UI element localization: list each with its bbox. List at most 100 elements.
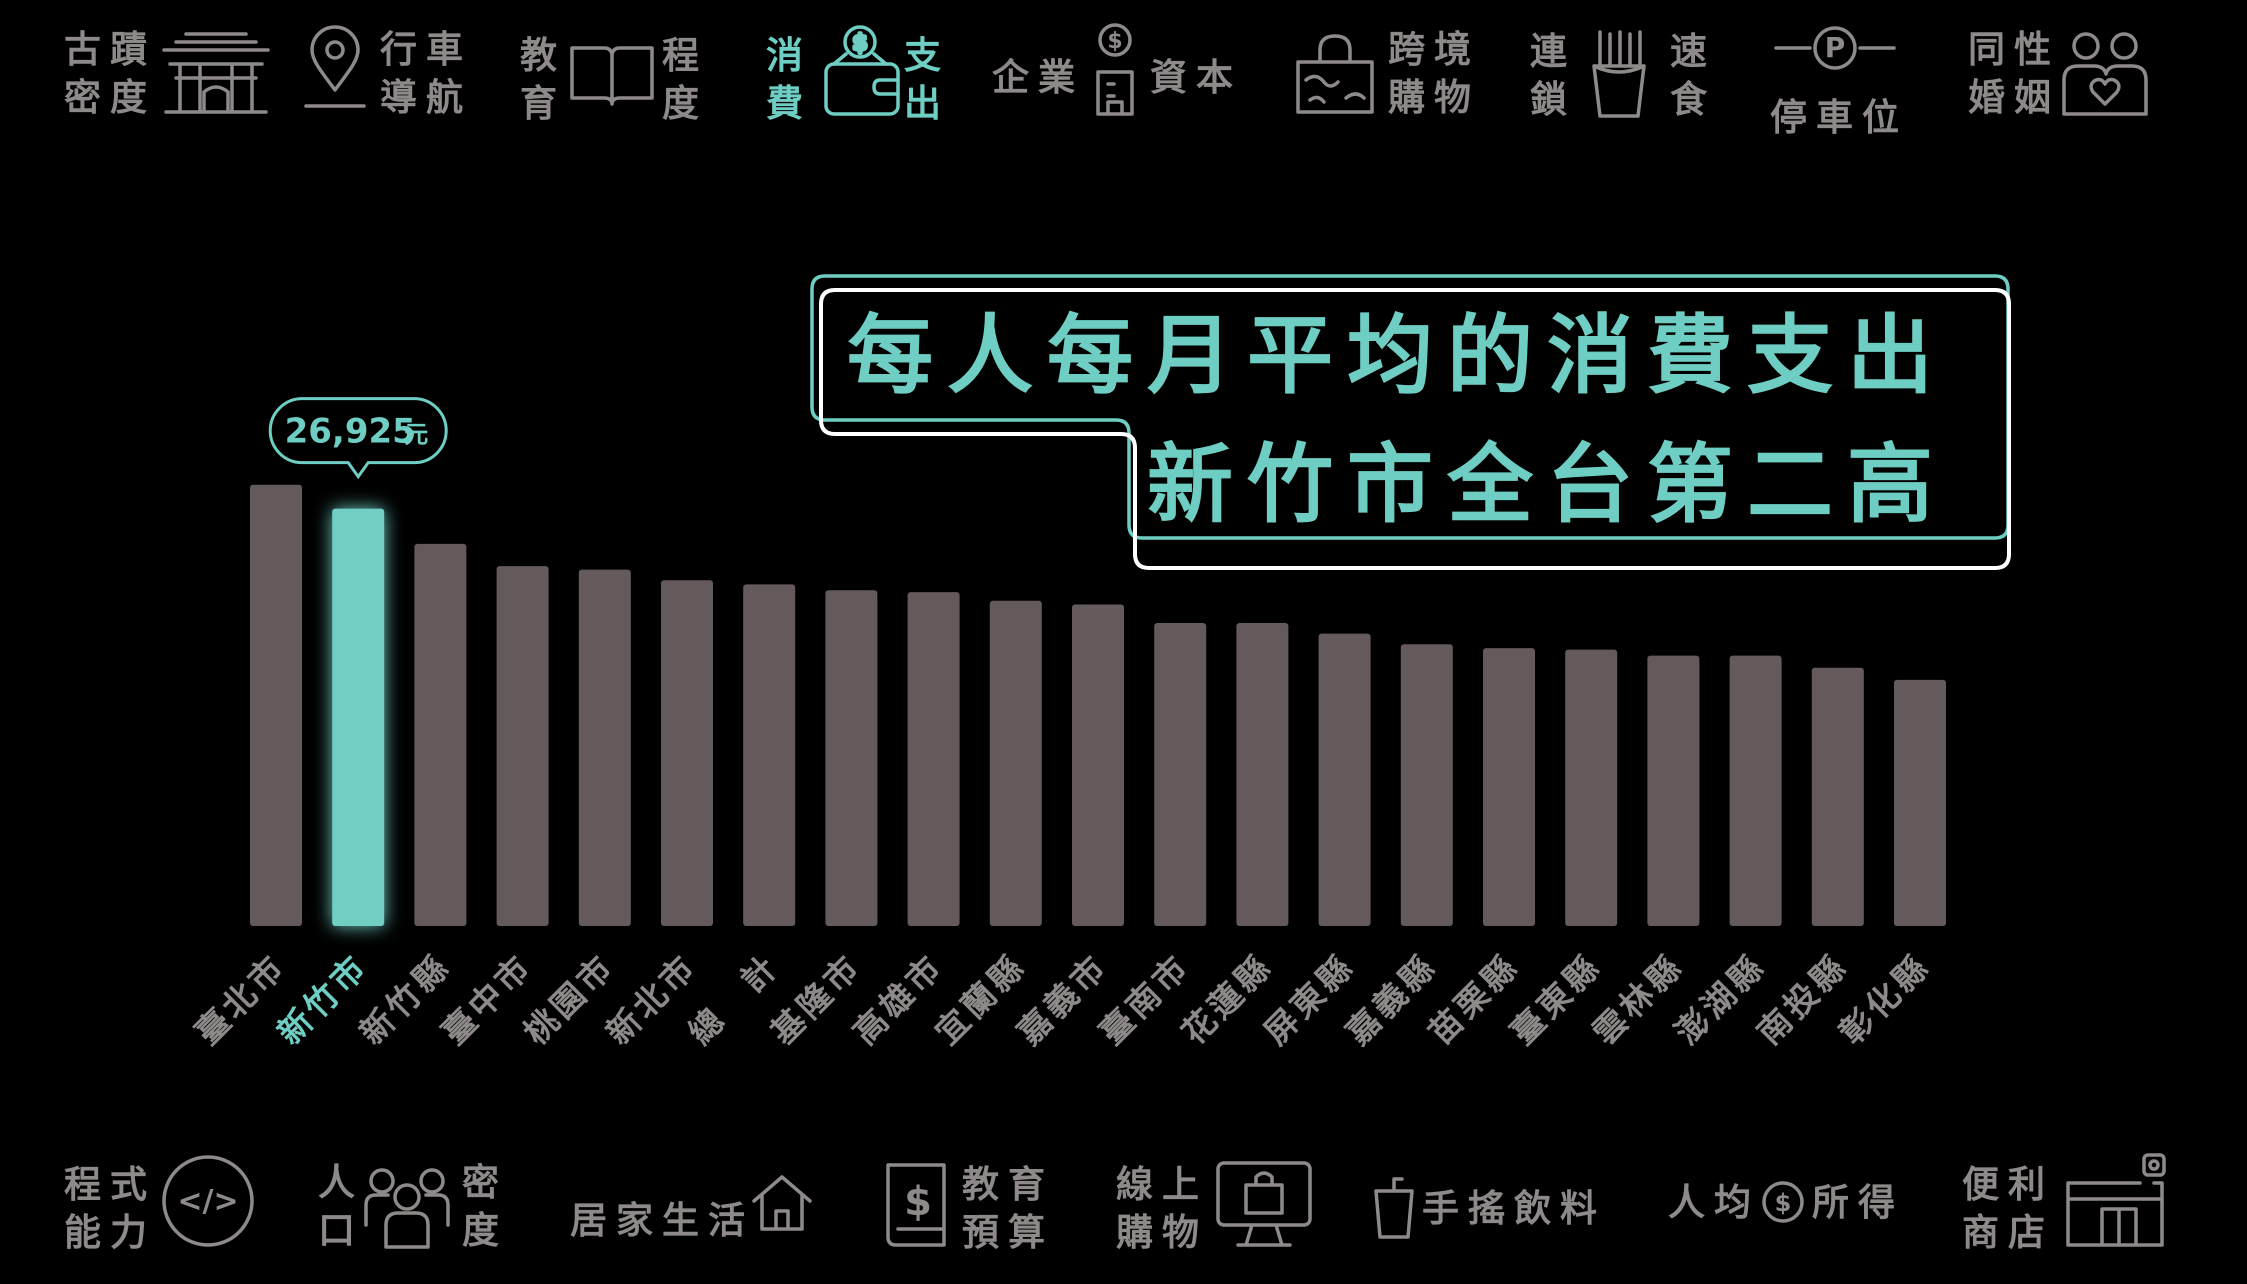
nav-label-line: 預算 — [962, 1211, 1054, 1254]
drink-cup-icon — [1374, 1177, 1414, 1239]
x-tick-label: 花蓮縣 — [1174, 946, 1280, 1052]
bar — [1894, 679, 1946, 926]
bar — [989, 600, 1042, 926]
wallet-icon: $ — [824, 25, 900, 116]
nav-label-line: 停車位 — [1770, 96, 1908, 139]
bottom-topic-nav: 程式 能力 </> 人口 密度 居家生活 教育 預算 $ 線上 購物 手搖飲料 人均 所得 $ 便利 商店 — [0, 1135, 2247, 1255]
nav-label-line: 手搖飲料 — [1422, 1187, 1606, 1230]
bar — [496, 566, 549, 926]
nav-label-left: 連鎖 — [1530, 28, 1576, 124]
bar — [250, 484, 302, 926]
x-tick-label: 宜蘭縣 — [927, 946, 1033, 1052]
bar — [1483, 648, 1535, 926]
x-tick-label: 嘉義市 — [1010, 946, 1116, 1052]
callout-unit: 元 — [404, 421, 428, 449]
nav-label-line: 程式 — [64, 1163, 156, 1206]
x-tick-label: 屏東縣 — [1256, 946, 1362, 1052]
x-tick-label: 雲林縣 — [1585, 946, 1691, 1052]
bar — [1729, 655, 1782, 926]
world-bag-icon — [1296, 34, 1374, 114]
open-book-icon — [570, 46, 654, 106]
nav-label-suffix: 所得 — [1812, 1179, 1904, 1227]
x-tick-label: 新北市 — [599, 946, 705, 1052]
nav-label-line: 便利 — [1962, 1163, 2054, 1206]
nav-label: 線上 購物 — [1116, 1161, 1208, 1257]
nav-label-left-line: 消 — [766, 34, 812, 77]
nav-label-right-line: 食 — [1670, 78, 1716, 121]
nav-label-prefix: 人均 — [1668, 1179, 1760, 1227]
nav-label: 停車位 — [1770, 94, 1908, 142]
nav-label-line: 同性 — [1968, 28, 2060, 71]
nav-label-right-line: 出 — [904, 82, 950, 125]
building-dollar-icon: $ — [1096, 23, 1134, 116]
nav-label-left-line: 人 — [318, 1161, 364, 1204]
nav-label: 程式 能力 — [64, 1161, 156, 1257]
bar — [661, 580, 713, 926]
nav-label: 古蹟 密度 — [64, 26, 156, 122]
nav-label-line: 線上 — [1116, 1163, 1208, 1206]
bar — [1811, 667, 1864, 926]
budget-book-icon: $ — [886, 1163, 946, 1247]
nav-label-left: 人口 — [318, 1159, 364, 1255]
nav-label-line: 行車 — [380, 28, 472, 71]
nav-label-right: 支出 — [904, 32, 950, 128]
bar — [825, 590, 878, 926]
nav-label-right: 密度 — [462, 1159, 508, 1255]
x-tick-label: 基隆市 — [763, 946, 869, 1052]
nav-label-left-line: 口 — [318, 1209, 364, 1252]
bar-highlighted — [332, 508, 385, 926]
monitor-bag-icon — [1216, 1161, 1312, 1247]
house-icon — [752, 1175, 812, 1231]
nav-label-left-line: 教 — [520, 34, 566, 77]
people-group-icon — [364, 1168, 450, 1249]
nav-label-line: 導航 — [380, 76, 472, 119]
nav-label-line: 商店 — [1962, 1211, 2054, 1254]
svg-text:</>: </> — [177, 1184, 238, 1219]
nav-label-line: 居家生活 — [570, 1199, 754, 1242]
nav-label-line: 古蹟 — [64, 28, 156, 71]
bar — [1565, 649, 1618, 926]
x-tick-label: 新竹市 — [270, 946, 376, 1052]
x-tick-label: 高雄市 — [845, 946, 951, 1052]
nav-label-prefix-line: 人均 — [1668, 1181, 1760, 1224]
svg-text:$: $ — [1107, 29, 1122, 54]
bar — [743, 584, 796, 926]
x-tick-label: 彰化縣 — [1832, 946, 1938, 1052]
nav-label-left-line: 連 — [1530, 30, 1576, 73]
nav-label-left-line: 費 — [766, 82, 812, 125]
map-pin-icon — [304, 25, 366, 108]
convenience-store-icon — [2066, 1153, 2166, 1247]
x-tick-label: 臺北市 — [188, 946, 294, 1052]
svg-text:$: $ — [852, 31, 867, 56]
nav-label-right-line: 密 — [462, 1161, 508, 1204]
nav-label-left: 教育 — [520, 32, 566, 128]
nav-label-right-line: 程 — [662, 34, 708, 77]
svg-text:P: P — [1825, 31, 1846, 64]
headline-frame — [810, 274, 2011, 570]
french-fries-icon — [1592, 30, 1646, 118]
x-tick-label: 總 計 — [681, 946, 787, 1052]
coin-dollar-icon: $ — [1762, 1181, 1804, 1223]
bar — [1318, 633, 1371, 926]
svg-text:$: $ — [1775, 1189, 1792, 1217]
nav-label-line: 能力 — [64, 1211, 156, 1254]
nav-label-right-line: 支 — [904, 34, 950, 77]
bar — [907, 592, 960, 926]
nav-label-line: 購物 — [1388, 76, 1480, 119]
nav-label-line: 婚姻 — [1968, 76, 2060, 119]
headline-line-2: 新竹市全台第二高 — [1147, 435, 1947, 535]
nav-label-right: 程度 — [662, 32, 708, 128]
nav-label-left-line: 育 — [520, 82, 566, 125]
nav-label: 同性 婚姻 — [1968, 26, 2060, 122]
temple-gate-icon — [162, 32, 270, 114]
x-tick-label: 臺東縣 — [1503, 946, 1609, 1052]
nav-label-suffix-line: 所得 — [1812, 1181, 1904, 1224]
x-tick-label: 臺中市 — [434, 946, 540, 1052]
callout-value: 26,925 — [285, 412, 416, 452]
x-tick-label: 南投縣 — [1749, 946, 1855, 1052]
nav-label: 教育 預算 — [962, 1161, 1054, 1257]
top-topic-nav: 古蹟 密度 行車 導航教育程度消費支出 $ 企業 資本 $ 跨境 購物連鎖速食停車位 P 同性 婚姻 — [0, 0, 2247, 139]
nav-label-right: 資本 — [1150, 54, 1242, 102]
